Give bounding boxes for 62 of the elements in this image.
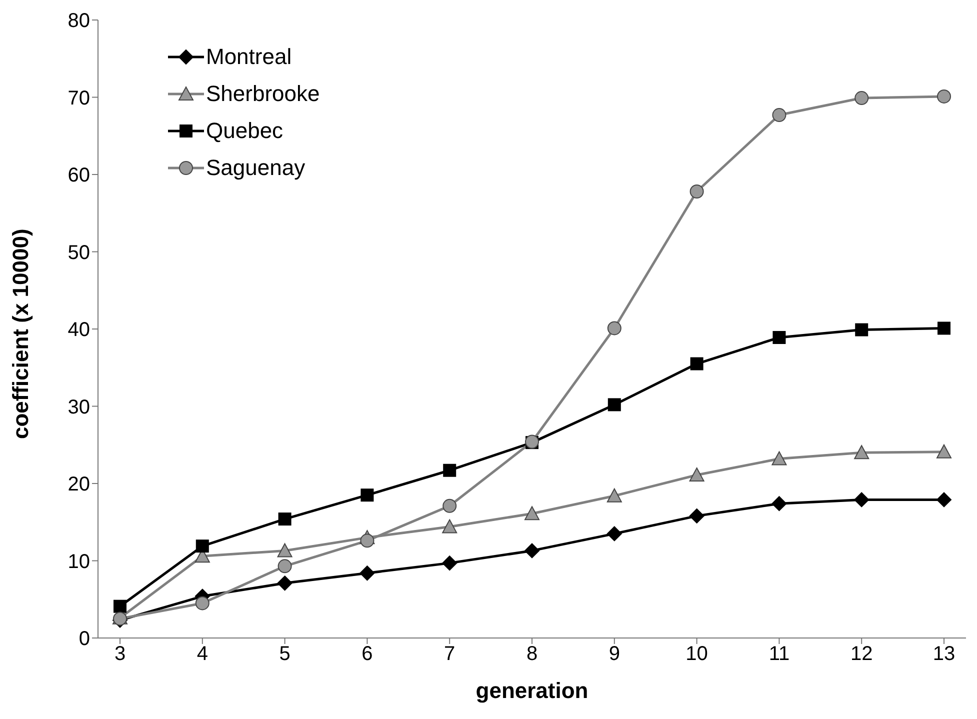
point bbox=[442, 498, 457, 513]
point bbox=[524, 506, 540, 520]
x-tick-label: 13 bbox=[932, 643, 956, 666]
y-tick-label: 0 bbox=[78, 628, 90, 650]
y-tick-label: 40 bbox=[68, 319, 90, 342]
y-axis-title: coefficient (x 10000) bbox=[8, 228, 33, 439]
y-tick-label: 20 bbox=[68, 474, 90, 496]
point bbox=[195, 596, 210, 610]
x-tick-label: 8 bbox=[526, 643, 538, 666]
point bbox=[855, 323, 868, 336]
point bbox=[278, 512, 292, 526]
point bbox=[936, 492, 952, 508]
y-tick-label: 80 bbox=[68, 10, 90, 32]
y-tick-label: 60 bbox=[68, 164, 90, 187]
y-tick-label: 50 bbox=[68, 242, 90, 264]
point bbox=[772, 330, 786, 344]
point bbox=[772, 108, 786, 122]
point bbox=[854, 91, 869, 106]
point bbox=[278, 559, 292, 574]
point bbox=[442, 556, 458, 571]
point bbox=[937, 89, 951, 104]
point bbox=[277, 543, 292, 558]
point bbox=[689, 468, 704, 482]
x-axis-title: generation bbox=[476, 678, 588, 703]
point bbox=[608, 398, 621, 412]
point bbox=[690, 184, 704, 198]
point bbox=[854, 445, 870, 460]
point bbox=[114, 600, 126, 613]
point bbox=[277, 576, 292, 591]
x-tick-label: 4 bbox=[196, 643, 208, 666]
point bbox=[524, 543, 540, 558]
point bbox=[607, 321, 622, 336]
legend-label: Montreal bbox=[206, 44, 292, 70]
x-tick-label: 6 bbox=[362, 643, 373, 666]
point bbox=[690, 357, 704, 370]
point bbox=[442, 519, 458, 534]
x-tick-label: 9 bbox=[608, 643, 620, 666]
x-tick-label: 12 bbox=[850, 643, 873, 666]
x-tick-label: 3 bbox=[114, 643, 126, 666]
point bbox=[689, 508, 704, 524]
point bbox=[196, 540, 209, 553]
point bbox=[606, 488, 622, 502]
point bbox=[443, 464, 456, 477]
point bbox=[360, 488, 374, 502]
y-tick-label: 10 bbox=[68, 550, 90, 573]
point bbox=[772, 496, 787, 512]
legend-label: Saguenay bbox=[206, 154, 306, 180]
x-tick-label: 7 bbox=[444, 643, 456, 666]
point bbox=[360, 534, 374, 548]
y-tick-label: 70 bbox=[68, 87, 90, 110]
point bbox=[606, 526, 622, 542]
y-tick-label: 30 bbox=[68, 396, 90, 418]
point bbox=[772, 451, 787, 466]
point bbox=[936, 444, 952, 458]
x-tick-label: 10 bbox=[686, 643, 708, 666]
legend-label: Quebec bbox=[206, 118, 284, 144]
point bbox=[854, 492, 870, 508]
x-tick-label: 5 bbox=[279, 643, 290, 666]
legend-label: Sherbrooke bbox=[206, 80, 320, 106]
point bbox=[938, 322, 950, 335]
point bbox=[360, 566, 375, 581]
x-tick-label: 11 bbox=[768, 643, 790, 666]
